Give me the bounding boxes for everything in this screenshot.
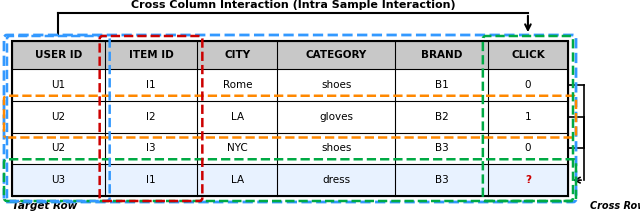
Bar [12, 41, 568, 196]
Text: I1: I1 [146, 80, 156, 90]
Bar [12, 41, 568, 69]
Text: U2: U2 [51, 143, 65, 153]
Bar [12, 164, 568, 196]
Text: B2: B2 [435, 112, 449, 122]
Text: B3: B3 [435, 143, 449, 153]
Text: NYC: NYC [227, 143, 248, 153]
Text: shoes: shoes [321, 80, 351, 90]
Text: B3: B3 [435, 175, 449, 185]
Text: CATEGORY: CATEGORY [306, 50, 367, 60]
Text: BRAND: BRAND [421, 50, 462, 60]
Bar [12, 69, 568, 101]
Text: ?: ? [525, 175, 531, 185]
Text: 0: 0 [525, 143, 531, 153]
Text: LA: LA [231, 175, 244, 185]
Text: I3: I3 [146, 143, 156, 153]
Text: CLICK: CLICK [511, 50, 545, 60]
Bar [12, 133, 568, 164]
Text: dress: dress [323, 175, 350, 185]
Text: I2: I2 [146, 112, 156, 122]
Text: U1: U1 [51, 80, 65, 90]
Text: Cross Row (Sample) Interaction: Cross Row (Sample) Interaction [590, 201, 640, 211]
Text: Target Row: Target Row [12, 201, 77, 211]
Text: Cross Column Interaction (Intra Sample Interaction): Cross Column Interaction (Intra Sample I… [131, 0, 456, 10]
Text: USER ID: USER ID [35, 50, 82, 60]
Text: ITEM ID: ITEM ID [129, 50, 173, 60]
Text: 0: 0 [525, 80, 531, 90]
Text: Rome: Rome [223, 80, 252, 90]
Text: I1: I1 [146, 175, 156, 185]
Text: CITY: CITY [225, 50, 250, 60]
Text: B1: B1 [435, 80, 449, 90]
Bar [12, 101, 568, 133]
Text: LA: LA [231, 112, 244, 122]
Text: U2: U2 [51, 112, 65, 122]
Text: shoes: shoes [321, 143, 351, 153]
Text: U3: U3 [51, 175, 65, 185]
Text: gloves: gloves [319, 112, 353, 122]
Text: 1: 1 [525, 112, 531, 122]
